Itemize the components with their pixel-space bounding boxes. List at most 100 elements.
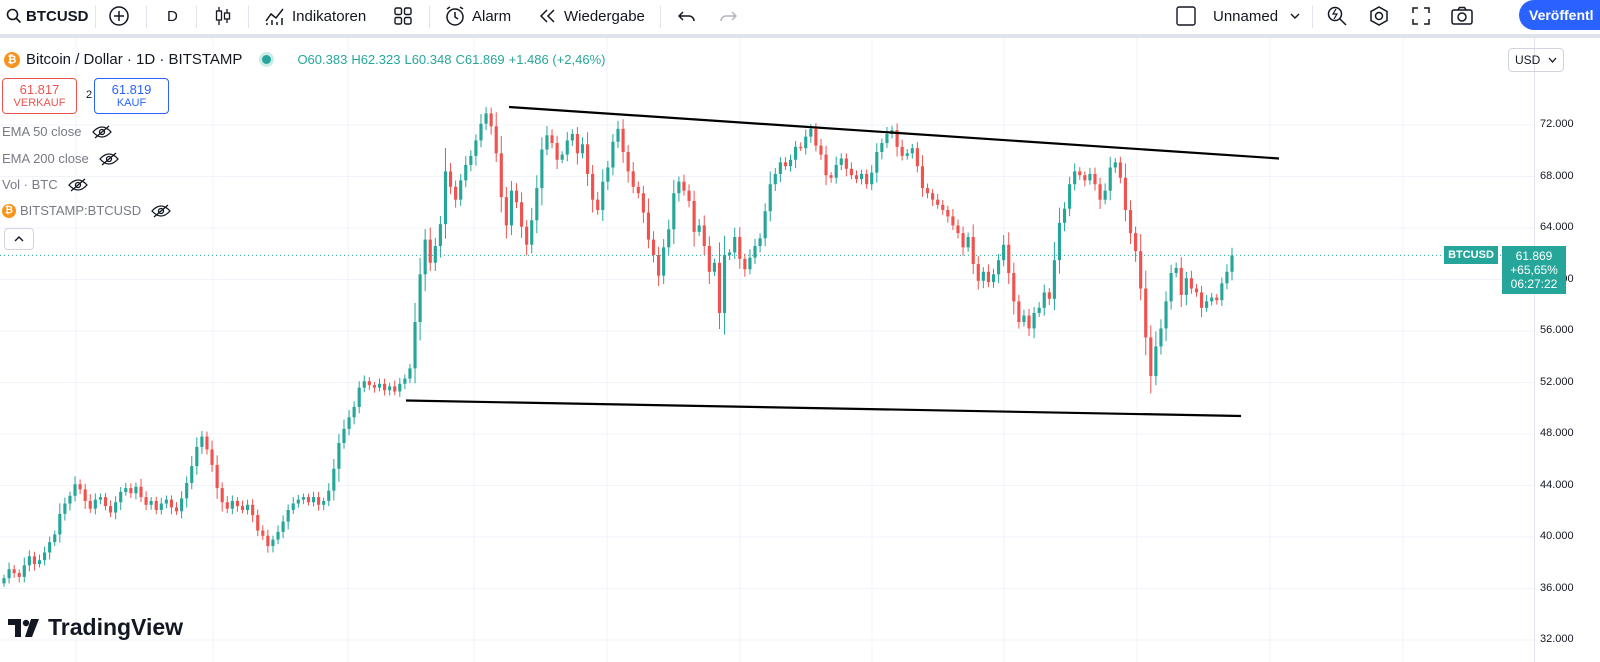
candle-body: [352, 406, 356, 418]
candle-body: [73, 484, 77, 496]
candle-body: [1199, 292, 1204, 308]
plus-circle-icon: [109, 6, 129, 26]
candle-body: [362, 381, 366, 388]
chevron-up-icon: [14, 236, 24, 242]
candle-body: [946, 209, 950, 217]
candle-body: [966, 237, 970, 248]
compare-symbol-button[interactable]: [108, 0, 130, 32]
buy-button[interactable]: 61.819 KAUF: [94, 78, 169, 114]
candle-body: [459, 180, 463, 200]
redo-button[interactable]: [719, 0, 737, 32]
candle-body: [875, 152, 879, 173]
indicator-volume[interactable]: Vol · BTC: [2, 177, 88, 192]
search-icon: [6, 8, 22, 24]
candle-body: [291, 503, 295, 510]
candle-body: [1017, 301, 1021, 322]
toolbar-divider: [146, 6, 147, 28]
indicators-button[interactable]: Indikatoren: [264, 0, 366, 32]
price-scale[interactable]: USD: [1508, 38, 1600, 662]
alert-button[interactable]: Alarm: [444, 0, 511, 32]
candle-body: [722, 255, 727, 313]
candle-body: [596, 199, 600, 210]
candle-body: [702, 225, 706, 247]
candle-body: [388, 386, 392, 391]
indicator-ema200[interactable]: EMA 200 close: [2, 151, 119, 166]
price-tick-label: 68.000: [1540, 169, 1574, 182]
indicator-ema50[interactable]: EMA 50 close: [2, 124, 112, 139]
candle-body: [514, 190, 519, 203]
snapshot-button[interactable]: [1450, 0, 1474, 32]
eye-off-icon[interactable]: [98, 152, 119, 166]
candle-body: [1052, 260, 1056, 299]
candle-body: [129, 488, 133, 494]
price-chart[interactable]: [0, 38, 1534, 662]
candle-body: [1047, 292, 1051, 299]
tradingview-logo-icon: [8, 618, 39, 637]
eye-off-icon[interactable]: [91, 125, 112, 139]
candle-body: [139, 486, 143, 498]
candle-body: [281, 521, 285, 532]
fullscreen-icon: [1412, 7, 1430, 25]
candle-body: [530, 220, 534, 245]
candle-body: [834, 164, 838, 178]
legend-title: Bitcoin / Dollar · 1D · BITSTAMP: [26, 51, 243, 68]
candle-body: [408, 368, 412, 379]
candle-body: [636, 186, 640, 194]
eye-off-icon[interactable]: [151, 204, 171, 218]
eye-off-icon[interactable]: [67, 178, 88, 192]
candle-body: [997, 260, 1001, 275]
candle-body: [748, 257, 752, 270]
toolbar-divider: [95, 6, 96, 28]
redo-icon: [720, 11, 737, 22]
chart-pane[interactable]: [0, 38, 1534, 662]
candle-body: [1159, 328, 1163, 347]
candle-body: [1144, 288, 1148, 338]
candle-body: [367, 381, 371, 386]
layout-checkbox[interactable]: [1175, 0, 1197, 32]
candle-body: [1042, 292, 1046, 308]
fullscreen-button[interactable]: [1411, 0, 1431, 32]
candle-body: [662, 247, 666, 276]
candle-body: [870, 172, 874, 185]
candle-body: [565, 140, 569, 155]
candle-body: [707, 246, 711, 272]
candle-body: [1098, 184, 1102, 200]
candle-body: [332, 468, 336, 491]
currency-select[interactable]: USD: [1508, 48, 1564, 72]
collapse-legend-button[interactable]: [4, 228, 34, 250]
trendline-upper[interactable]: [508, 105, 1280, 160]
candle-body: [286, 509, 290, 522]
symbol-search-button[interactable]: BTCUSD: [6, 0, 89, 32]
interval-button[interactable]: D: [167, 0, 178, 32]
templates-button[interactable]: [393, 0, 413, 32]
candle-body: [98, 497, 102, 500]
candle-body: [570, 134, 574, 141]
candle-body: [778, 162, 782, 174]
candle-body: [195, 446, 199, 467]
replay-button[interactable]: Wiedergabe: [538, 0, 645, 32]
legend-open: O60.383: [297, 52, 348, 67]
candle-body: [936, 199, 940, 205]
candle-body: [1179, 267, 1183, 295]
candle-body: [78, 484, 82, 490]
trendline-lower[interactable]: [405, 399, 1242, 418]
candle-body: [489, 113, 493, 127]
candle-body: [606, 167, 610, 182]
candle-body: [1215, 297, 1219, 301]
settings-button[interactable]: [1368, 0, 1390, 32]
candle-body: [839, 158, 843, 165]
legend-change: +1.486 (+2,46%): [508, 52, 606, 67]
quick-search-button[interactable]: [1326, 0, 1348, 32]
indicator-compare[interactable]: ₿ BITSTAMP:BTCUSD: [2, 203, 171, 218]
toolbar-divider: [1312, 6, 1313, 28]
layout-menu-button[interactable]: Unnamed: [1213, 0, 1300, 32]
candle-body: [377, 383, 382, 388]
candle-body: [753, 246, 757, 258]
publish-button[interactable]: Veröffentl: [1519, 0, 1600, 30]
undo-button[interactable]: [678, 0, 696, 32]
candle-body: [865, 173, 869, 185]
candles-icon: [215, 7, 231, 25]
sell-button[interactable]: 61.817 VERKAUF: [2, 78, 77, 114]
chart-type-button[interactable]: [213, 0, 233, 32]
candle-body: [657, 255, 661, 276]
